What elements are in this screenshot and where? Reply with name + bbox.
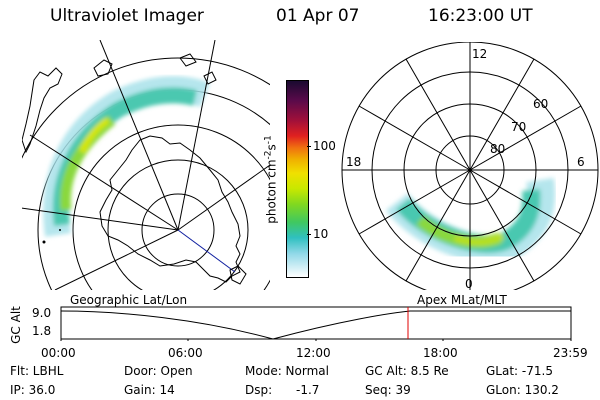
xtick-0600: 06:00: [168, 346, 203, 360]
geographic-map: [22, 40, 270, 290]
instrument-title: Ultraviolet Imager: [50, 6, 204, 26]
dsp-label: Dsp:: [245, 383, 273, 397]
aurora-oval-magnetic: [385, 177, 556, 264]
colorbar-tick-10: 10: [313, 227, 329, 241]
filter-info: Flt: LBHL: [10, 364, 64, 378]
mlt-label-0: 0: [465, 277, 473, 291]
antarctica-coastline: [99, 135, 241, 283]
geographic-label: Geographic Lat/Lon: [70, 293, 188, 307]
mlt-label-6: 6: [577, 155, 585, 169]
xtick-1200: 12:00: [296, 346, 331, 360]
xtick-1800: 18:00: [423, 346, 458, 360]
ip-info: IP: 36.0: [10, 383, 56, 397]
lat-label-70: 70: [511, 120, 527, 134]
altitude-plot: [60, 306, 572, 341]
seq-info: Seq: 39: [365, 383, 411, 397]
ytick-1.8: 1.8: [32, 324, 52, 338]
mode-info: Mode: Normal: [245, 364, 329, 378]
gc-alt-info: GC Alt: 8.5 Re: [365, 364, 449, 378]
geographic-grid: [22, 40, 270, 290]
ytick-9: 9.0: [32, 306, 52, 320]
image-date: 01 Apr 07: [276, 6, 360, 26]
xtick-2359: 23:59: [553, 346, 588, 360]
lat-label-60: 60: [533, 97, 549, 111]
lat-label-80: 80: [490, 142, 506, 156]
colorbar: [286, 80, 309, 278]
gain-info: Gain: 14: [124, 383, 175, 397]
mlt-label-12: 12: [472, 47, 488, 61]
dsp-value: -1.7: [296, 383, 320, 397]
colorbar-label: photon cm-2s-1: [263, 135, 279, 224]
magnetic-polar-plot: [335, 40, 600, 290]
glat-info: GLat: -71.5: [486, 364, 553, 378]
gc-alt-axis-label: GC Alt: [9, 306, 23, 344]
south-america-coastline: [22, 67, 63, 154]
door-info: Door: Open: [124, 364, 193, 378]
glon-info: GLon: 130.2: [486, 383, 559, 397]
colorbar-tick-100: 100: [313, 139, 336, 153]
mlt-label-18: 18: [346, 155, 362, 169]
aurora-oval-geographic: [43, 76, 210, 237]
xtick-0000: 00:00: [41, 346, 76, 360]
image-time: 16:23:00 UT: [428, 6, 533, 26]
apex-label: Apex MLat/MLT: [417, 293, 507, 307]
